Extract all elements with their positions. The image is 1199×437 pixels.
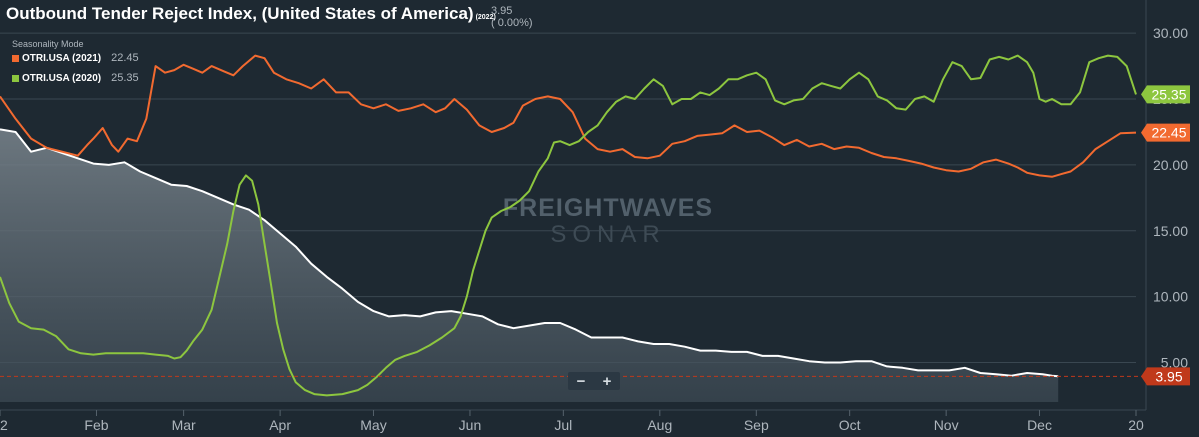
x-tick-label: Mar xyxy=(172,417,196,433)
x-tick-label: Nov xyxy=(934,417,959,433)
end-label-text: 22.45 xyxy=(1151,125,1186,141)
y-tick-label: 10.00 xyxy=(1153,289,1188,305)
zoom-in-button[interactable]: + xyxy=(602,372,612,390)
x-tick-label: 20 xyxy=(1128,417,1144,433)
legend-swatch-2020 xyxy=(12,74,19,82)
y-tick-label: 15.00 xyxy=(1153,223,1188,239)
end-label-background xyxy=(1141,123,1190,142)
x-axis: 22 Feb Mar Apr May Jun Jul Aug Sep Oct Nov Dec 20 xyxy=(0,409,1146,433)
zoom-out-button[interactable]: − xyxy=(576,372,586,390)
end-labels: 25.35 22.45 3.95 xyxy=(1141,85,1190,386)
legend-value-2020: 25.35 xyxy=(111,72,139,84)
current-change: ( 0.00%) xyxy=(491,17,533,29)
watermark-line2: SONAR xyxy=(550,221,665,248)
current-value-readout: 3.95 ( 0.00%) xyxy=(491,5,533,29)
x-tick-label: 22 xyxy=(0,417,8,433)
x-tick-label: Oct xyxy=(839,417,861,433)
legend-label-2021: OTRI.USA (2021) xyxy=(22,52,102,64)
series-line-0 xyxy=(0,128,1059,378)
x-tick-label: Feb xyxy=(84,417,108,433)
legend-swatch-2021 xyxy=(12,54,19,62)
zoom-controls: − + xyxy=(568,372,620,390)
x-tick-label: Jun xyxy=(459,417,482,433)
end-label-background xyxy=(1141,367,1190,386)
x-tick-label: Aug xyxy=(647,417,672,433)
end-label-text: 3.95 xyxy=(1155,368,1182,384)
legend-label-2020: OTRI.USA (2020) xyxy=(22,72,102,84)
series-line-2 xyxy=(0,54,1137,397)
x-tick-label: Sep xyxy=(744,417,769,433)
y-tick-label: 30.00 xyxy=(1153,25,1188,41)
end-label-text: 25.35 xyxy=(1151,86,1186,102)
end-label-tag: 25.35 xyxy=(1141,85,1190,104)
x-tick-label: Apr xyxy=(269,417,291,433)
legend-item-2021[interactable]: OTRI.USA (2021) 22.45 xyxy=(12,52,139,64)
watermark-line1: FREIGHTWAVES xyxy=(503,194,713,222)
series-group xyxy=(0,54,1137,403)
series-area-0 xyxy=(0,129,1059,403)
y-tick-label: 20.00 xyxy=(1153,157,1188,173)
x-tick-label: Dec xyxy=(1027,417,1052,433)
legend-value-2021: 22.45 xyxy=(111,52,139,64)
current-value: 3.95 xyxy=(491,5,513,17)
end-label-tag: 22.45 xyxy=(1141,123,1190,142)
end-label-tag: 3.95 xyxy=(1141,367,1190,386)
x-tick-label: May xyxy=(360,417,386,433)
chart-header: Outbound Tender Reject Index, (United St… xyxy=(6,4,496,24)
chart-title: Outbound Tender Reject Index, (United St… xyxy=(6,4,474,23)
watermark: FREIGHTWAVES SONAR xyxy=(503,194,713,248)
x-tick-label: Jul xyxy=(554,417,572,433)
seasonality-mode-label: Seasonality Mode xyxy=(12,39,84,49)
y-tick-label: 5.00 xyxy=(1161,354,1188,370)
chart-title-year: (2022) xyxy=(475,14,496,21)
end-label-background xyxy=(1141,85,1190,104)
legend-item-2020[interactable]: OTRI.USA (2020) 25.35 xyxy=(12,72,139,84)
series-line-1 xyxy=(0,54,1137,178)
